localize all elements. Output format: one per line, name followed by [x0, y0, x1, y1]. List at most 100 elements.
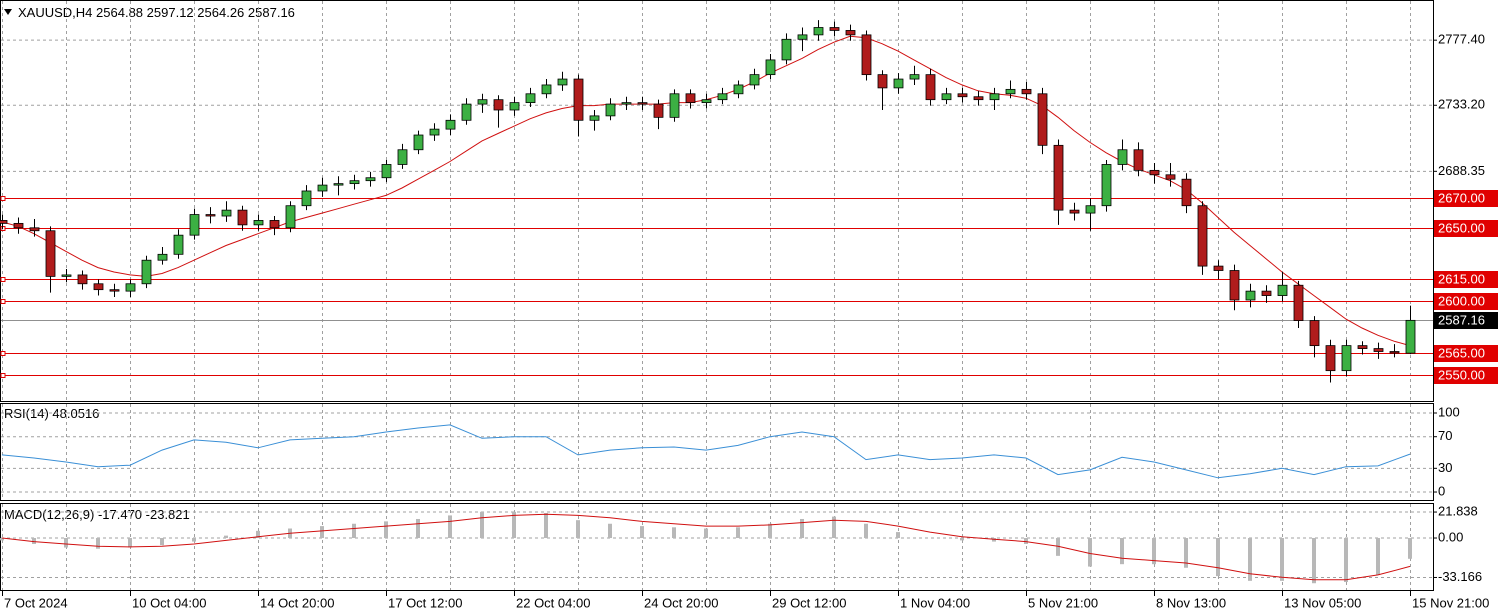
x-tick-label: 10 Oct 04:00 — [132, 595, 206, 610]
level-label-box — [1434, 220, 1498, 237]
candle-body — [1069, 209, 1080, 214]
rsi-last: 48.0516 — [52, 406, 99, 421]
macd-bar — [1216, 538, 1220, 577]
symbol: XAUUSD,H4 — [18, 5, 92, 20]
y-tick-label: 2733.20 — [1438, 97, 1485, 112]
candle-body — [349, 180, 360, 185]
x-tick-label: 14 Oct 20:00 — [260, 595, 334, 610]
candle-body — [493, 99, 504, 111]
level-marker — [0, 373, 6, 378]
candle-body — [317, 184, 328, 192]
macd-bar — [96, 538, 100, 549]
macd-header: MACD(12,26,9) -17.470 -23.821 — [4, 507, 190, 522]
candle-body — [557, 78, 568, 86]
macd-bar — [800, 518, 804, 539]
macd-bar — [864, 523, 868, 539]
y-tick-label: 0.00 — [1438, 529, 1463, 544]
y-tick-label: 2688.35 — [1438, 163, 1485, 178]
candle-body — [861, 34, 872, 76]
candle-body — [477, 99, 488, 105]
candle-body — [461, 103, 472, 121]
last-close: 2587.16 — [248, 5, 295, 20]
candle-body — [0, 220, 8, 224]
level-label: 2565.00 — [1438, 345, 1485, 360]
candle-body — [413, 134, 424, 151]
collapse-icon — [4, 9, 12, 15]
candle-body — [925, 74, 936, 101]
rsi-frame — [0, 403, 1434, 501]
candle-body — [1021, 88, 1032, 95]
macd-bar — [1408, 538, 1412, 559]
macd-bar — [672, 527, 676, 539]
level-label: 2670.00 — [1438, 190, 1485, 205]
candle-body — [125, 283, 136, 292]
macd-bar — [1024, 538, 1028, 544]
candle-body — [1085, 205, 1096, 214]
rsi-line — [1, 424, 1411, 479]
candle-body — [573, 78, 584, 121]
price-label: 2587.16 — [1438, 312, 1485, 327]
candle-body — [221, 209, 232, 217]
signal-line — [1, 513, 1411, 581]
candle-body — [845, 30, 856, 36]
macd-bar — [1056, 538, 1060, 556]
level-label: 2550.00 — [1438, 367, 1485, 382]
y-tick-label: 0 — [1438, 483, 1445, 498]
macd-bar — [1184, 538, 1188, 568]
macd-bar — [0, 538, 4, 541]
macd-bar — [1088, 538, 1092, 567]
candle-body — [93, 283, 104, 291]
x-tick-label: 7 Oct 2024 — [4, 595, 68, 610]
macd-bar — [544, 513, 548, 539]
candle-body — [1277, 284, 1288, 296]
macd-bar — [896, 532, 900, 539]
candle-body — [13, 222, 24, 229]
level-label: 2615.00 — [1438, 271, 1485, 286]
price-label-box — [1434, 312, 1498, 329]
macd-bar — [1376, 538, 1380, 575]
x-tick-label: 5 Nov 21:00 — [1028, 595, 1098, 610]
level-marker — [0, 277, 6, 282]
candle-body — [1245, 290, 1256, 301]
candle-body — [1037, 93, 1048, 146]
candle-body — [509, 102, 520, 111]
macd-bar — [416, 518, 420, 539]
candle-body — [29, 227, 40, 232]
x-tick-label: 17 Oct 12:00 — [388, 595, 462, 610]
last-high: 2597.12 — [147, 5, 194, 20]
candle-body — [781, 38, 792, 61]
last-low: 2564.26 — [197, 5, 244, 20]
candle-body — [1181, 178, 1192, 207]
candle-body — [893, 78, 904, 89]
candle-body — [1357, 345, 1368, 349]
candle-body — [45, 230, 56, 277]
candle-body — [1165, 174, 1176, 180]
candle-body — [1261, 290, 1272, 296]
y-tick-label: 30 — [1438, 460, 1452, 475]
candle-body — [333, 183, 344, 186]
candle-body — [141, 259, 152, 285]
x-tick-label: 13 Nov 05:00 — [1284, 595, 1361, 610]
candle-body — [989, 93, 1000, 101]
macd-bar — [832, 516, 836, 539]
y-tick-label: 21.838 — [1438, 503, 1478, 518]
macd-bar — [640, 526, 644, 539]
candle-body — [877, 74, 888, 89]
candle-body — [1053, 144, 1064, 211]
macd-bar — [256, 530, 260, 539]
macd-bar — [64, 538, 68, 548]
last-open: 2564.88 — [96, 5, 143, 20]
candle-body — [1325, 345, 1336, 372]
candle-body — [589, 115, 600, 121]
macd-bar — [384, 521, 388, 539]
y-tick-label: 70 — [1438, 428, 1452, 443]
candle-body — [829, 27, 840, 31]
level-marker — [0, 299, 6, 304]
candle-body — [909, 74, 920, 80]
candle-body — [1341, 345, 1352, 372]
candle-body — [1389, 351, 1400, 354]
macd-bar — [1248, 538, 1252, 581]
macd-bar — [736, 527, 740, 539]
candle-body — [365, 177, 376, 182]
